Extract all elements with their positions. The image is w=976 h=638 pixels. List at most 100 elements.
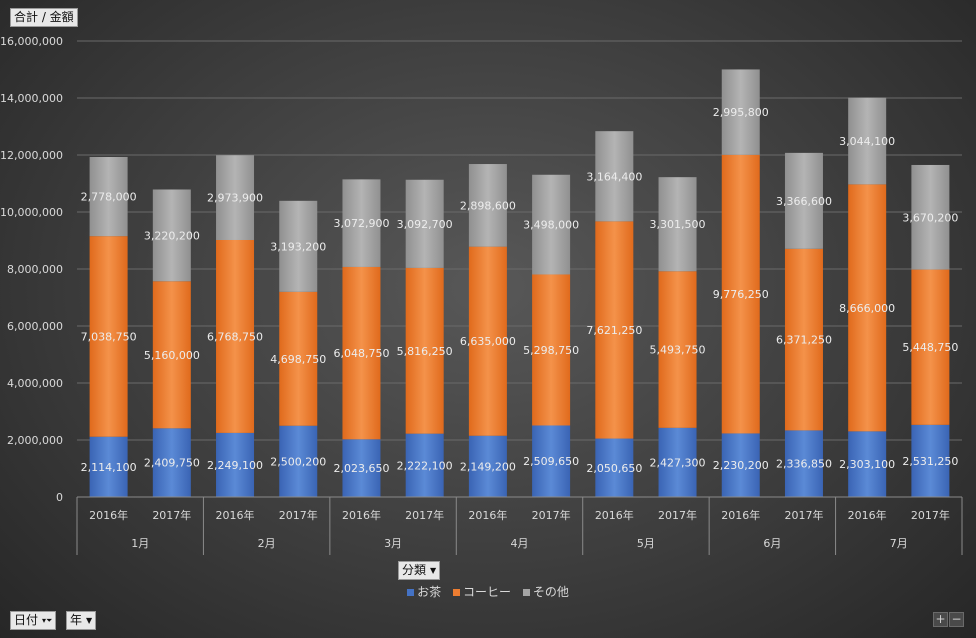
x-tick-label-year: 2017年: [532, 508, 571, 522]
year-field-label: 年: [70, 613, 83, 627]
data-label: 7,621,250: [586, 324, 642, 337]
collapse-field-button[interactable]: −: [949, 612, 964, 627]
bar-segment: [279, 425, 318, 497]
bar-segment: [721, 69, 760, 155]
x-tick-label-year: 2016年: [595, 508, 634, 522]
x-tick-label-year: 2017年: [658, 508, 697, 522]
bar-segment: [152, 189, 191, 282]
bar-segment: [658, 177, 697, 272]
data-label: 2,114,100: [81, 461, 137, 474]
bar-segment: [532, 174, 571, 275]
data-label: 6,048,750: [333, 347, 389, 360]
category-field-label: 分類: [402, 563, 427, 577]
data-label: 2,303,100: [839, 458, 895, 471]
data-label: 2,778,000: [81, 191, 137, 204]
data-label: 3,092,700: [397, 218, 453, 231]
bar-segment: [658, 271, 697, 428]
x-tick-label-year: 2016年: [89, 508, 128, 522]
bar-segment: [595, 131, 634, 222]
data-label: 2,149,200: [460, 460, 516, 473]
bar-segment: [89, 436, 128, 497]
bar-segment: [405, 179, 444, 268]
legend-label-other: その他: [532, 585, 569, 599]
bar-segment: [468, 164, 507, 247]
x-tick-label-year: 2017年: [405, 508, 444, 522]
x-tick-label-year: 2017年: [279, 508, 318, 522]
legend-item-tea: お茶: [407, 583, 441, 600]
chevron-down-icon: ▼: [86, 616, 93, 625]
data-label: 3,193,200: [270, 240, 326, 253]
value-field-button[interactable]: 合計 / 金額: [10, 8, 78, 27]
bar-segment: [911, 164, 950, 270]
bar-segment: [532, 425, 571, 497]
data-label: 2,509,650: [523, 455, 579, 468]
bar-segment: [342, 179, 381, 267]
legend-swatch-coffee: [452, 589, 460, 596]
x-tick-label-month: 6月: [763, 537, 781, 550]
bar-segment: [911, 269, 950, 425]
bar-segment: [279, 200, 318, 292]
bar-segment: [848, 97, 887, 185]
bar-segment: [216, 432, 255, 497]
bar-segment: [279, 291, 318, 426]
data-label: 3,220,200: [144, 229, 200, 242]
y-tick-label: 8,000,000: [7, 263, 63, 276]
data-label: 2,995,800: [713, 106, 769, 119]
y-tick-label: 12,000,000: [0, 149, 63, 162]
y-tick-label: 6,000,000: [7, 320, 63, 333]
bar-segment: [848, 431, 887, 497]
data-label: 2,336,850: [776, 458, 832, 471]
data-label: 2,023,650: [333, 462, 389, 475]
x-tick-label-year: 2017年: [152, 508, 191, 522]
bar-segment: [405, 433, 444, 497]
x-tick-label-year: 2017年: [784, 508, 823, 522]
bar-segment: [784, 152, 823, 249]
category-field-button[interactable]: 分類 ▼: [398, 561, 441, 580]
filter-icon: ▾⏷: [42, 616, 53, 625]
data-label: 5,298,750: [523, 344, 579, 357]
bar-segment: [848, 184, 887, 432]
x-tick-label-year: 2016年: [468, 508, 507, 522]
data-label: 7,038,750: [81, 330, 137, 343]
x-tick-label-year: 2016年: [216, 508, 255, 522]
data-label: 2,249,100: [207, 459, 263, 472]
data-label: 2,898,600: [460, 199, 516, 212]
bar-segment: [721, 154, 760, 434]
expand-field-button[interactable]: +: [933, 612, 948, 627]
bar-segment: [405, 267, 444, 434]
data-label: 6,635,000: [460, 335, 516, 348]
bar-segment: [595, 438, 634, 497]
data-label: 3,301,500: [650, 218, 706, 231]
year-field-button[interactable]: 年 ▼: [66, 611, 97, 630]
bar-segment: [216, 155, 255, 240]
data-label: 4,698,750: [270, 353, 326, 366]
data-label: 2,409,750: [144, 457, 200, 470]
bar-segment: [89, 236, 128, 437]
y-tick-label: 10,000,000: [0, 206, 63, 219]
bar-segment: [595, 221, 634, 439]
data-label: 6,768,750: [207, 330, 263, 343]
bar-segment: [532, 274, 571, 426]
data-label: 9,776,250: [713, 288, 769, 301]
date-field-label: 日付: [14, 613, 39, 627]
y-tick-label: 14,000,000: [0, 92, 63, 105]
legend-item-other: その他: [522, 583, 569, 600]
x-tick-label-month: 5月: [637, 537, 655, 550]
legend: お茶 コーヒー その他: [0, 583, 976, 600]
data-label: 3,498,000: [523, 219, 579, 232]
value-field-label: 合計 / 金額: [14, 10, 74, 24]
data-label: 8,666,000: [839, 302, 895, 315]
data-label: 5,448,750: [902, 341, 958, 354]
bar-segment: [721, 433, 760, 497]
bar-segment: [152, 428, 191, 497]
x-tick-label-year: 2016年: [342, 508, 381, 522]
date-field-button[interactable]: 日付 ▾⏷: [10, 611, 57, 630]
y-tick-label: 0: [56, 491, 63, 504]
x-tick-label-month: 2月: [258, 537, 276, 550]
data-label: 2,531,250: [902, 455, 958, 468]
data-label: 3,366,600: [776, 195, 832, 208]
data-label: 2,427,300: [650, 456, 706, 469]
bar-segment: [911, 424, 950, 497]
data-label: 3,670,200: [902, 211, 958, 224]
